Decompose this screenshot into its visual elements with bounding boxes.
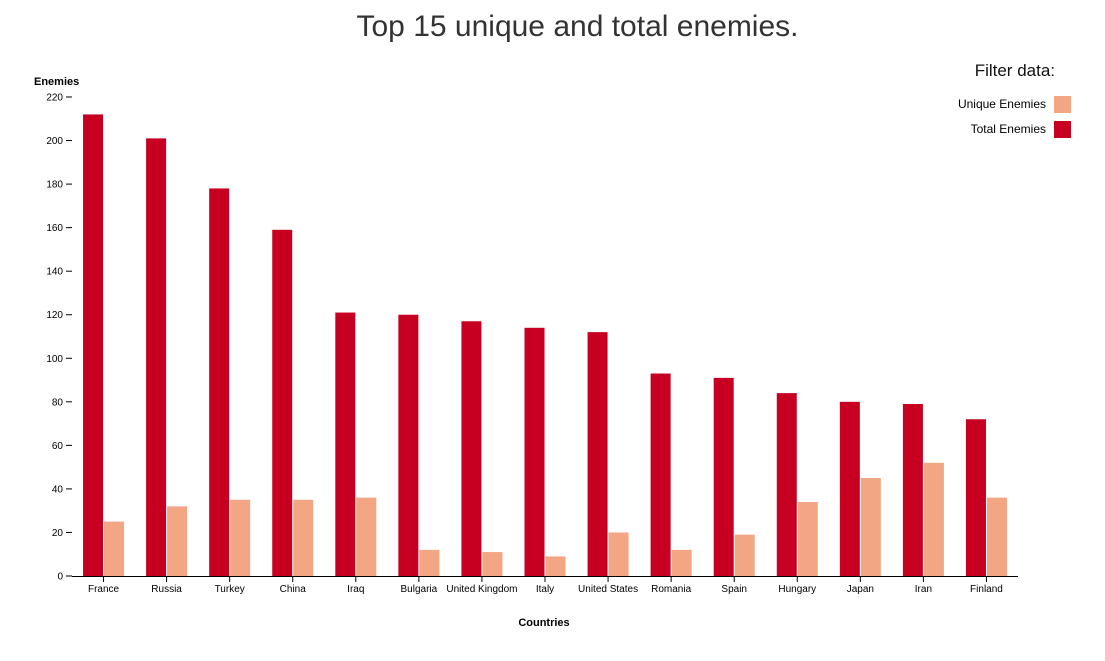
bar-unique-enemies-iran[interactable] <box>923 462 944 576</box>
y-tick-label: 40 <box>52 484 64 495</box>
bar-total-enemies-finland[interactable] <box>965 419 986 576</box>
y-tick-label: 160 <box>46 223 63 234</box>
x-tick-label: France <box>88 584 120 595</box>
bar-total-enemies-bulgaria[interactable] <box>398 314 419 576</box>
y-tick-label: 220 <box>46 93 63 104</box>
legend-label-unique-enemies: Unique Enemies <box>957 97 1046 111</box>
bar-unique-enemies-france[interactable] <box>104 521 125 576</box>
x-tick-label: United Kingdom <box>446 584 517 595</box>
bar-unique-enemies-bulgaria[interactable] <box>419 549 440 576</box>
x-tick-label: Russia <box>151 584 182 595</box>
bar-unique-enemies-united-kingdom[interactable] <box>482 552 503 576</box>
bar-unique-enemies-romania[interactable] <box>671 549 692 576</box>
bars <box>83 114 1007 577</box>
bar-unique-enemies-iraq[interactable] <box>356 497 377 576</box>
x-tick-label: Iran <box>915 584 932 595</box>
x-tick-label: Romania <box>651 584 691 595</box>
x-tick-label: Japan <box>847 584 874 595</box>
bar-unique-enemies-japan[interactable] <box>860 478 881 576</box>
y-tick-label: 120 <box>46 310 63 321</box>
x-axis: France Russia Turkey China Iraq Bulgaria Unite… <box>72 576 1018 595</box>
x-tick-label: Italy <box>536 584 554 595</box>
bar-total-enemies-japan[interactable] <box>839 401 860 576</box>
x-tick-label: Finland <box>970 584 1003 595</box>
y-tick-label: 20 <box>52 528 64 539</box>
y-tick-label: 180 <box>46 180 63 191</box>
bar-total-enemies-china[interactable] <box>272 229 293 576</box>
legend-item-unique-enemies[interactable]: Unique Enemies <box>958 95 1071 113</box>
y-tick-label: 140 <box>46 267 63 278</box>
bar-unique-enemies-spain[interactable] <box>734 534 755 576</box>
y-axis: 0 20 40 60 80 100 120 140 160 180 200 220 <box>46 93 72 583</box>
chart-title: Top 15 unique and total enemies. <box>356 10 799 43</box>
bar-unique-enemies-china[interactable] <box>293 499 314 576</box>
bar-total-enemies-turkey[interactable] <box>209 188 230 577</box>
legend-item-total-enemies[interactable]: Total Enemies <box>971 120 1071 138</box>
bar-unique-enemies-united-states[interactable] <box>608 532 629 576</box>
x-axis-title: Countries <box>518 617 569 629</box>
y-tick-label: 80 <box>52 397 64 408</box>
x-tick-label: Spain <box>721 584 747 595</box>
legend-swatch-unique-enemies[interactable] <box>1054 95 1071 113</box>
bar-total-enemies-italy[interactable] <box>524 327 545 576</box>
y-tick-label: 200 <box>46 136 63 147</box>
bar-unique-enemies-hungary[interactable] <box>797 501 818 576</box>
x-tick-label: China <box>280 584 307 595</box>
bar-unique-enemies-russia[interactable] <box>167 506 188 576</box>
bar-total-enemies-united-kingdom[interactable] <box>461 321 482 576</box>
bar-total-enemies-hungary[interactable] <box>776 393 797 576</box>
bar-total-enemies-russia[interactable] <box>146 138 167 577</box>
legend-swatch-total-enemies[interactable] <box>1054 120 1071 138</box>
x-tick-label: United States <box>578 584 638 595</box>
legend-label-total-enemies: Total Enemies <box>970 122 1046 136</box>
legend-title: Filter data: <box>974 61 1055 80</box>
y-tick-label: 0 <box>57 572 63 583</box>
bar-total-enemies-romania[interactable] <box>650 373 671 576</box>
bar-total-enemies-iran[interactable] <box>902 403 923 576</box>
x-tick-label: Hungary <box>778 584 816 595</box>
bar-total-enemies-united-states[interactable] <box>587 332 608 576</box>
bar-unique-enemies-turkey[interactable] <box>230 499 251 576</box>
bar-total-enemies-france[interactable] <box>83 114 104 576</box>
y-axis-title: Enemies <box>34 76 79 88</box>
y-tick-label: 100 <box>46 354 63 365</box>
bar-unique-enemies-finland[interactable] <box>986 497 1007 576</box>
x-tick-label: Iraq <box>347 584 364 595</box>
y-tick-label: 60 <box>52 441 64 452</box>
bar-unique-enemies-italy[interactable] <box>545 556 566 576</box>
x-tick-label: Bulgaria <box>401 584 438 595</box>
bar-total-enemies-spain[interactable] <box>713 377 734 576</box>
x-tick-label: Turkey <box>215 584 245 595</box>
bar-total-enemies-iraq[interactable] <box>335 312 356 576</box>
